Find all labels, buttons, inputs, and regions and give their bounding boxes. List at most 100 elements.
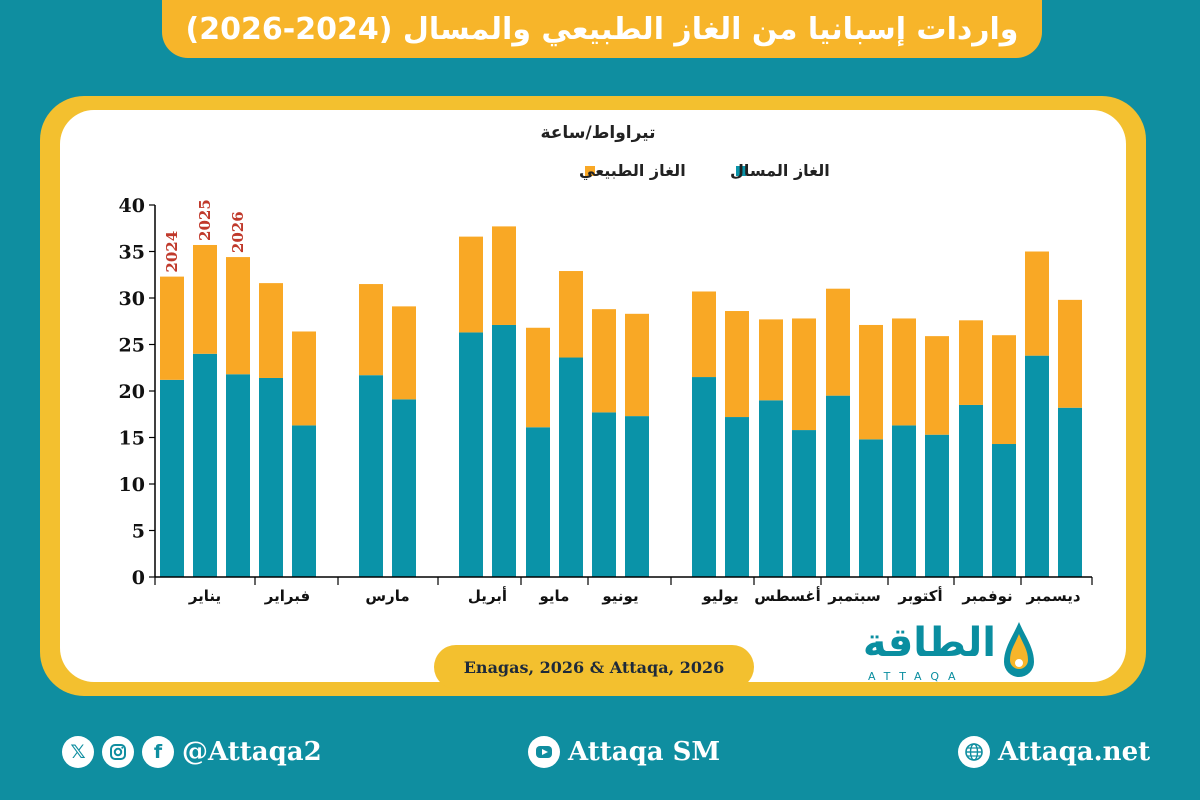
facebook-icon[interactable]: f bbox=[142, 736, 174, 768]
bar-natural-gas bbox=[725, 311, 749, 418]
bar-natural-gas bbox=[959, 320, 983, 405]
bar-lng bbox=[759, 400, 783, 577]
bar-lng bbox=[792, 430, 816, 577]
bar-lng bbox=[459, 332, 483, 577]
bar-natural-gas bbox=[592, 309, 616, 413]
bar-natural-gas bbox=[759, 319, 783, 401]
bar-lng bbox=[892, 425, 916, 577]
bar-lng bbox=[925, 434, 949, 577]
y-tick-label: 20 bbox=[119, 381, 145, 403]
bars-layer: 2024 2025 2026 bbox=[160, 199, 1082, 577]
bar-natural-gas bbox=[193, 244, 217, 354]
bar-lng bbox=[160, 379, 184, 577]
source-box: Enagas, 2026 & Attaqa, 2026 bbox=[434, 645, 754, 689]
bar-natural-gas bbox=[292, 331, 316, 426]
bar-lng bbox=[259, 377, 283, 577]
legend-swatch-natural-gas bbox=[585, 166, 595, 176]
bar-natural-gas bbox=[925, 336, 949, 435]
y-tick-label: 15 bbox=[119, 428, 145, 450]
bar-natural-gas bbox=[459, 236, 483, 333]
x-tick-label: سبتمبر bbox=[827, 587, 881, 605]
year-label: 2026 bbox=[229, 211, 247, 253]
x-tick-label: أكتوبر bbox=[897, 586, 942, 605]
logo-name: الطاقة bbox=[862, 620, 996, 666]
bar-lng bbox=[625, 416, 649, 577]
legend-label-natural-gas: الغاز الطبيعي bbox=[579, 161, 686, 181]
legend-swatch-lng bbox=[736, 166, 746, 176]
bar-natural-gas bbox=[692, 291, 716, 378]
bar-lng bbox=[292, 425, 316, 577]
bar-lng bbox=[392, 399, 416, 577]
x-tick-label: نوفمبر bbox=[961, 587, 1012, 605]
bar-natural-gas bbox=[359, 284, 383, 376]
bar-natural-gas bbox=[492, 226, 516, 325]
bar-natural-gas bbox=[526, 327, 550, 428]
bar-lng bbox=[526, 427, 550, 577]
bar-lng bbox=[559, 357, 583, 577]
logo-latin: ATTAQA bbox=[868, 670, 965, 683]
bar-lng bbox=[193, 353, 217, 577]
x-tick-label: يونيو bbox=[601, 587, 638, 605]
x-icon[interactable]: 𝕏 bbox=[62, 736, 94, 768]
y-tick-label: 5 bbox=[132, 521, 145, 543]
legend-label-lng: الغاز المسال bbox=[730, 161, 830, 180]
bar-natural-gas bbox=[625, 313, 649, 417]
bar-lng bbox=[1058, 407, 1082, 577]
bar-natural-gas bbox=[792, 318, 816, 431]
y-tick-label: 35 bbox=[119, 242, 145, 264]
year-label: 2024 bbox=[163, 231, 181, 273]
title-banner: واردات إسبانيا من الغاز الطبيعي والمسال … bbox=[162, 0, 1042, 58]
bar-lng bbox=[725, 417, 749, 577]
y-tick-label: 25 bbox=[119, 335, 145, 357]
x-tick-label: ديسمبر bbox=[1025, 587, 1080, 605]
bar-natural-gas bbox=[892, 318, 916, 426]
youtube-icon bbox=[528, 736, 560, 768]
website-link[interactable]: Attaqa.net bbox=[958, 732, 1150, 772]
youtube-handle: Attaqa SM bbox=[568, 737, 721, 767]
bar-lng bbox=[859, 439, 883, 577]
x-tick-label: مايو bbox=[539, 587, 570, 605]
bar-natural-gas bbox=[1025, 251, 1049, 356]
bar-natural-gas bbox=[160, 276, 184, 380]
social-handle[interactable]: @Attaqa2 bbox=[182, 737, 322, 767]
attaqa-logo: الطاقة ATTAQA bbox=[858, 618, 1038, 688]
bar-natural-gas bbox=[992, 335, 1016, 445]
x-tick-label: فبراير bbox=[264, 587, 310, 605]
year-label: 2025 bbox=[196, 199, 214, 241]
page-title: واردات إسبانيا من الغاز الطبيعي والمسال … bbox=[185, 11, 1019, 47]
bar-lng bbox=[826, 395, 850, 577]
globe-icon bbox=[958, 736, 990, 768]
bar-lng bbox=[692, 377, 716, 577]
x-tick-label: مارس bbox=[365, 587, 409, 605]
unit-label: تيراواط/ساعة bbox=[540, 123, 655, 143]
bar-lng bbox=[226, 374, 250, 577]
bar-natural-gas bbox=[226, 257, 250, 375]
legend: الغاز المسال الغاز الطبيعي bbox=[579, 161, 830, 181]
bar-natural-gas bbox=[392, 306, 416, 400]
bar-lng bbox=[959, 404, 983, 577]
bar-lng bbox=[992, 444, 1016, 577]
y-tick-label: 10 bbox=[119, 474, 145, 496]
drop-icon bbox=[1004, 622, 1034, 677]
y-tick-label: 0 bbox=[132, 567, 145, 589]
instagram-icon[interactable] bbox=[102, 736, 134, 768]
x-tick-label: أغسطس bbox=[754, 586, 820, 605]
source-text: Enagas, 2026 & Attaqa, 2026 bbox=[463, 657, 725, 677]
bar-natural-gas bbox=[859, 324, 883, 440]
bar-lng bbox=[359, 375, 383, 577]
website-url: Attaqa.net bbox=[998, 737, 1151, 767]
youtube-link[interactable]: Attaqa SM bbox=[528, 732, 720, 772]
bar-natural-gas bbox=[826, 288, 850, 396]
bar-lng bbox=[592, 412, 616, 577]
y-tick-label: 40 bbox=[119, 195, 145, 217]
bar-natural-gas bbox=[559, 271, 583, 358]
x-tick-label: يناير bbox=[188, 587, 221, 605]
y-tick-label: 30 bbox=[119, 288, 145, 310]
social-links: 𝕏 f @Attaqa2 bbox=[62, 732, 322, 772]
bar-natural-gas bbox=[1058, 299, 1082, 408]
bar-lng bbox=[1025, 355, 1049, 577]
bar-lng bbox=[492, 324, 516, 577]
bar-natural-gas bbox=[259, 283, 283, 378]
